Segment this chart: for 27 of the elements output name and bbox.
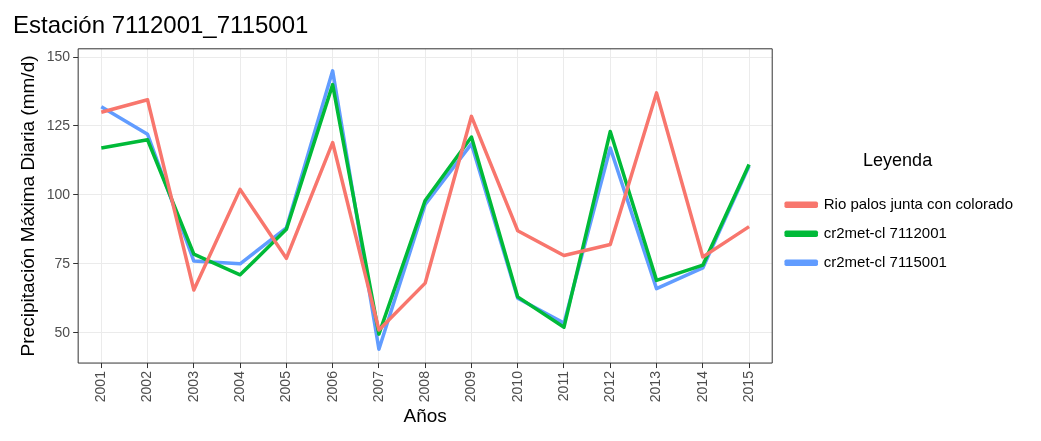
legend-label: cr2met-cl 7115001 [823, 252, 947, 270]
x-tick-label: 2012 [601, 370, 618, 403]
x-tick-label: 2013 [647, 370, 664, 403]
x-tick-label: 2010 [508, 370, 525, 403]
legend-label: cr2met-cl 7112001 [823, 223, 947, 241]
x-tick-label: 2007 [369, 370, 386, 403]
y-axis-title: Precipitación Máxima Diaria (mm/d) [16, 55, 38, 357]
y-tick-label: 75 [54, 254, 71, 271]
y-tick-label: 50 [54, 323, 71, 340]
legend-title: Leyenda [863, 149, 934, 170]
x-tick-label: 2003 [184, 370, 201, 403]
legend-label: Rio palos junta con colorado [823, 194, 1014, 212]
y-tick-label: 125 [46, 116, 71, 133]
x-tick-label: 2002 [138, 370, 155, 403]
x-tick-label: 2011 [554, 370, 571, 402]
y-tick-label: 150 [46, 47, 71, 64]
chart-title: Estación 7112001_7115001 [13, 11, 309, 39]
x-axis-title: Años [403, 404, 447, 426]
x-tick-label: 2004 [230, 370, 247, 403]
x-tick-label: 2001 [92, 370, 109, 403]
x-tick-label: 2006 [323, 370, 340, 403]
x-tick-label: 2015 [739, 370, 756, 403]
x-tick-label: 2009 [462, 370, 479, 403]
y-tick-label: 100 [46, 185, 71, 202]
x-tick-label: 2005 [277, 370, 294, 403]
x-tick-label: 2014 [693, 370, 710, 403]
x-tick-label: 2008 [416, 370, 433, 403]
